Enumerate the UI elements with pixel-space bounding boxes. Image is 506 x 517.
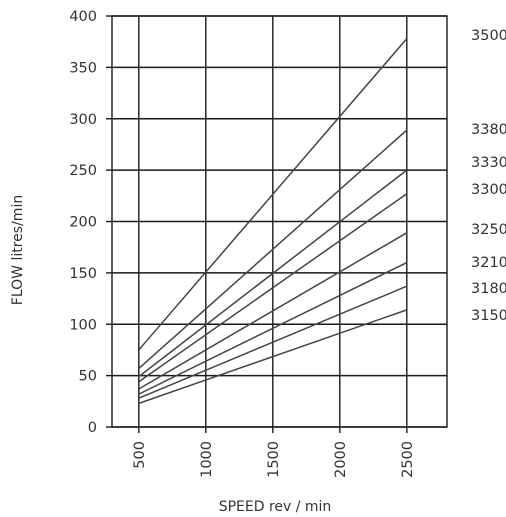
y-tick-label: 150: [69, 266, 97, 282]
y-tick-label: 250: [69, 163, 97, 179]
y-tick-label: 200: [69, 215, 97, 231]
series-line-3300: [138, 193, 408, 383]
x-tick-label: 1000: [199, 441, 215, 478]
series-label-3150: 3150: [471, 308, 506, 324]
series-line-3250: [138, 232, 408, 390]
x-tick-labels: 500 1000 1500 2000 2500: [132, 441, 416, 478]
series-line-3500: [138, 38, 408, 351]
x-tick-label: 1500: [266, 441, 282, 478]
x-tick-label: 2500: [400, 441, 416, 478]
series-label-3300: 3300: [471, 182, 506, 198]
series-line-3210: [138, 261, 408, 395]
series-line-3150: [138, 309, 408, 405]
series-label-3180: 3180: [471, 281, 506, 297]
x-tick-label: 500: [132, 441, 148, 469]
x-axis-label: SPEED rev / min: [219, 499, 332, 515]
y-tick-labels: 0 50 100 150 200 250 300 350 400: [69, 9, 97, 436]
series-label-3500: 3500: [471, 28, 506, 44]
y-tick-label: 50: [79, 369, 97, 385]
plot-frame: [111, 15, 448, 428]
series-line-3330: [138, 169, 408, 378]
series-line-3380: [138, 129, 408, 369]
series-label-3330: 3330: [471, 155, 506, 171]
series-labels: 3500 3380 3330 3300 3250 3210 3180 3150: [471, 28, 506, 324]
axes: [106, 15, 448, 433]
series-lines: [138, 38, 408, 405]
y-tick-label: 300: [69, 112, 97, 128]
y-tick-label: 350: [69, 60, 97, 76]
series-label-3250: 3250: [471, 222, 506, 238]
series-line-3180: [138, 285, 408, 399]
y-tick-label: 100: [69, 317, 97, 333]
y-axis-label: FLOW litres/min: [10, 195, 26, 305]
y-tick-label: 0: [88, 420, 97, 436]
series-label-3380: 3380: [471, 122, 506, 138]
x-tick-label: 2000: [333, 441, 349, 478]
y-tick-label: 400: [69, 9, 97, 25]
series-label-3210: 3210: [471, 255, 506, 271]
